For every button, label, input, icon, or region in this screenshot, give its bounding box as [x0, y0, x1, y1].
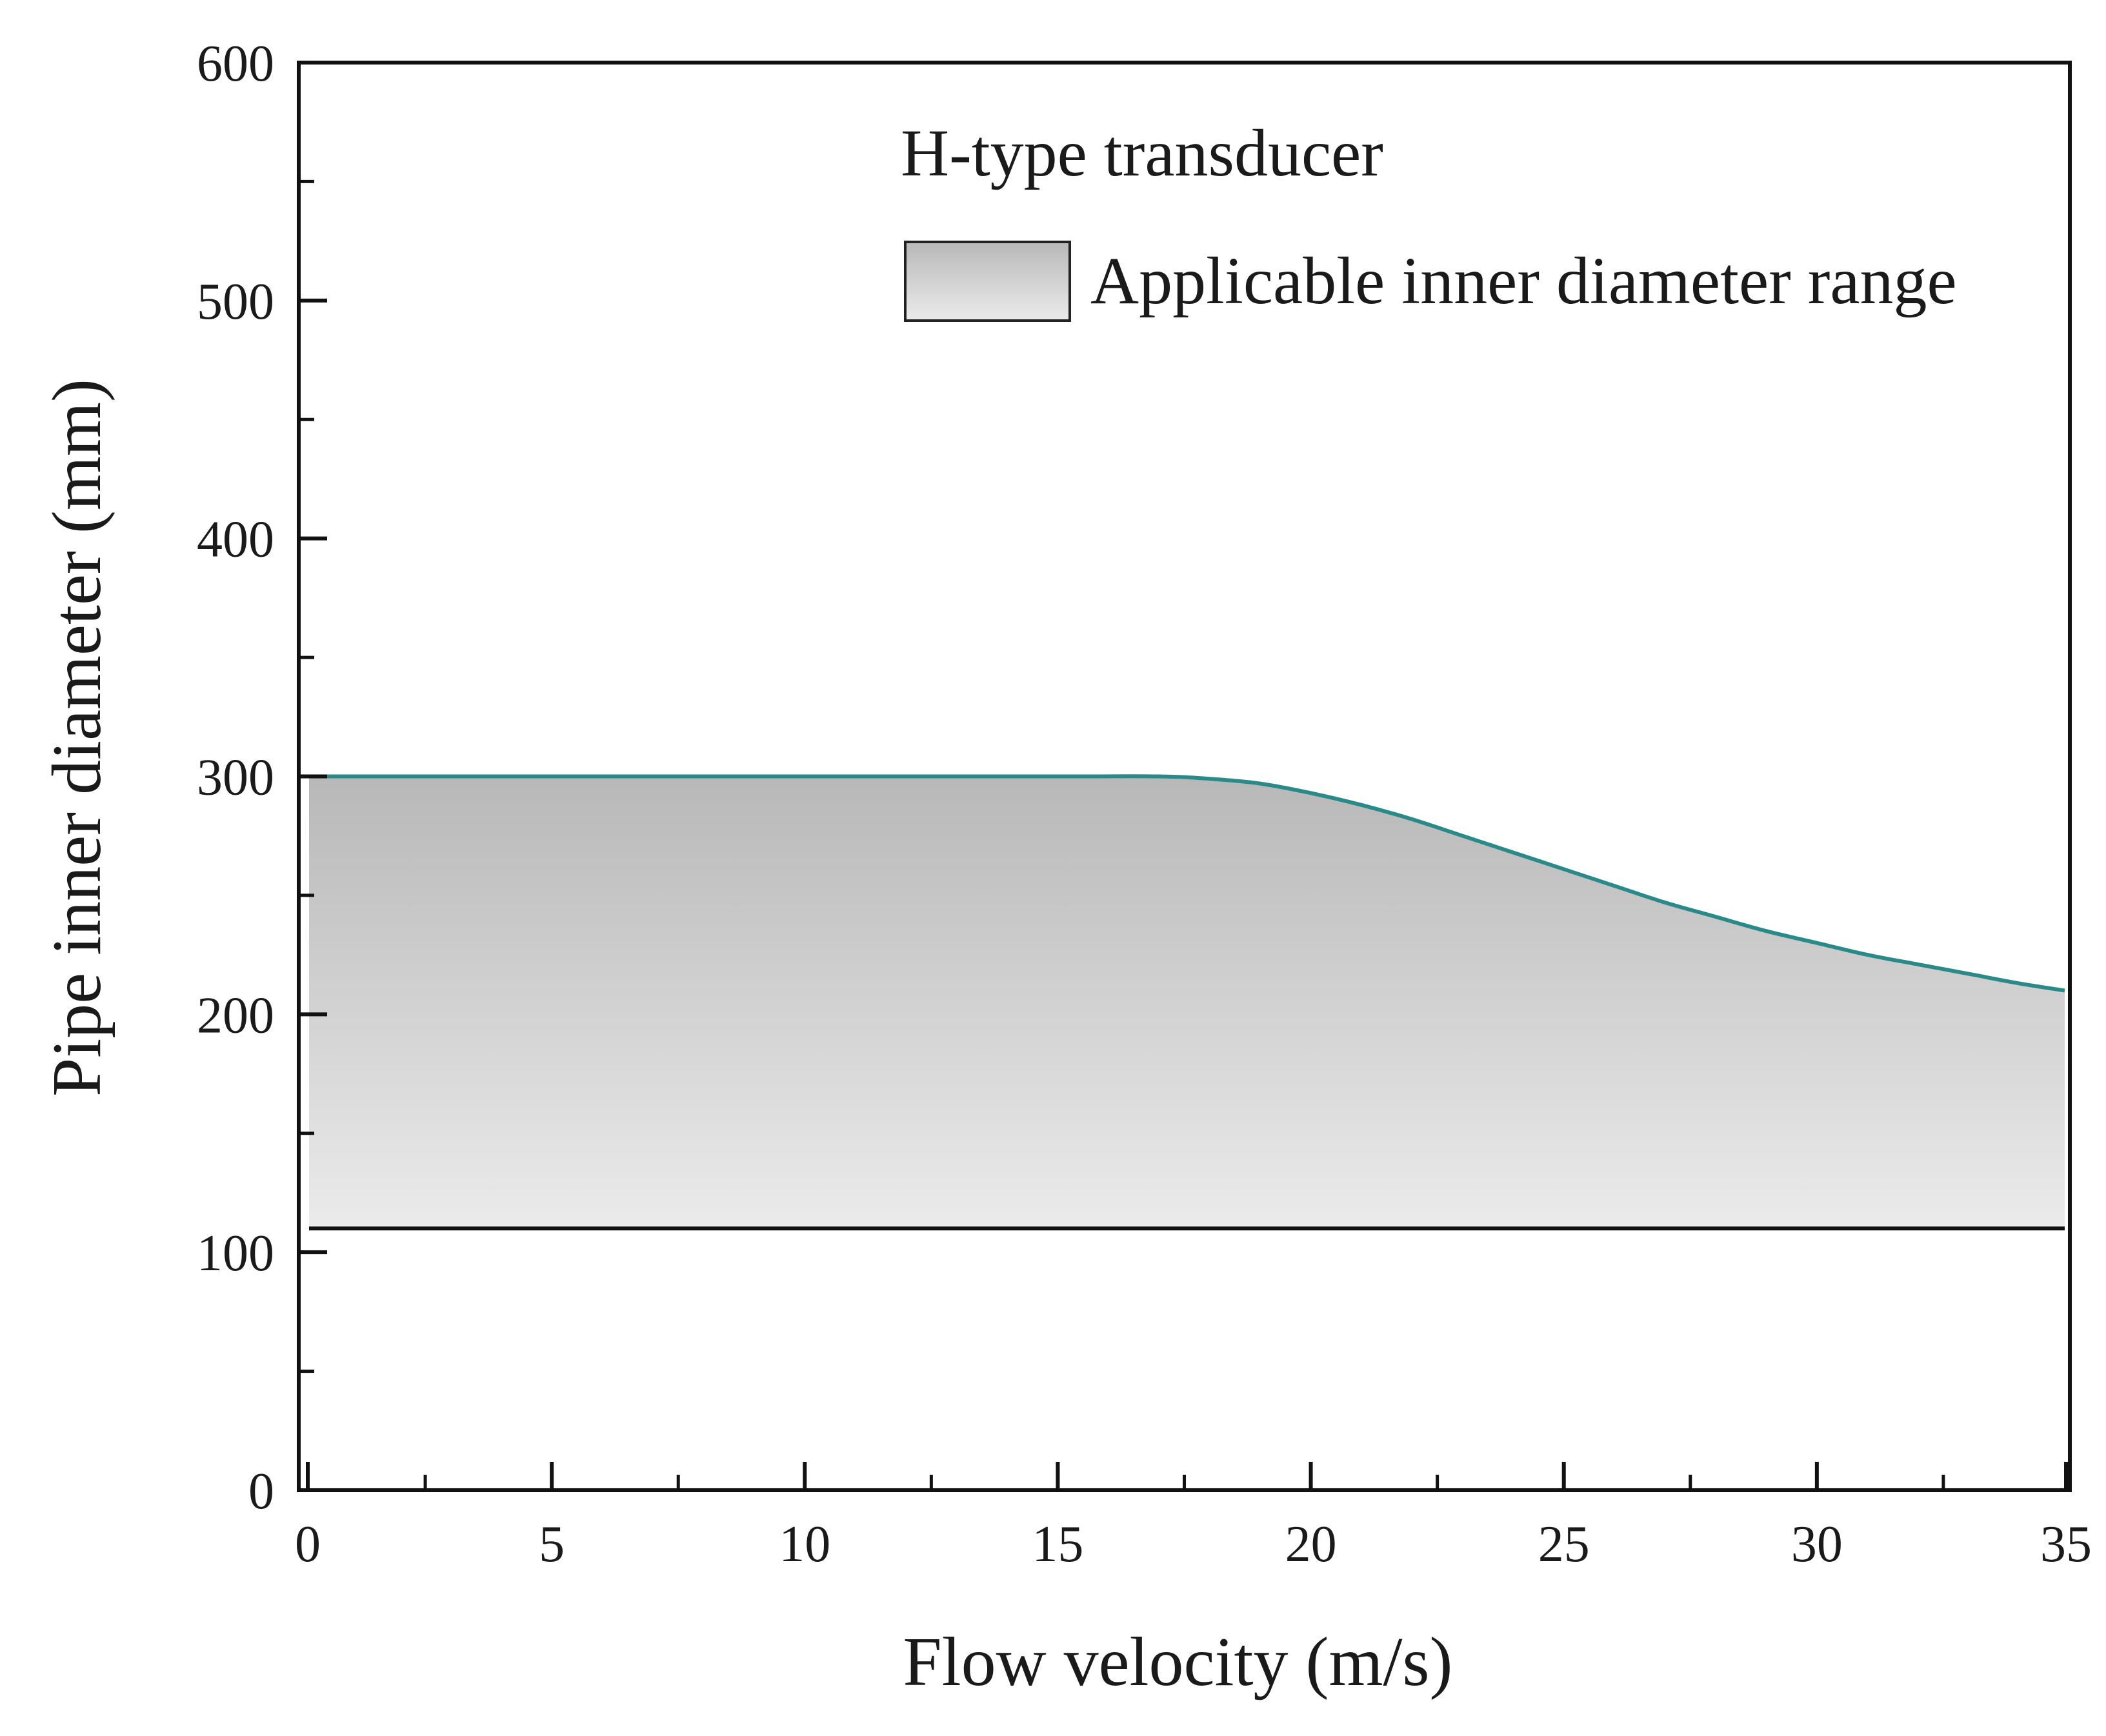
x-tick-label: 20 — [1285, 1516, 1337, 1573]
x-tick-label: 25 — [1538, 1516, 1590, 1573]
x-tick-label: 30 — [1791, 1516, 1843, 1573]
y-tick-label: 300 — [197, 750, 274, 806]
y-tick-label: 600 — [197, 35, 274, 92]
x-axis-title: Flow velocity (m/s) — [903, 1624, 1453, 1701]
x-tick-label: 5 — [539, 1516, 565, 1573]
y-tick-label: 400 — [197, 512, 274, 568]
x-tick-label: 0 — [295, 1516, 321, 1573]
upper-bound-line — [308, 774, 2065, 993]
y-tick-label: 100 — [197, 1225, 274, 1282]
y-axis-title: Pipe inner diameter (mm) — [39, 379, 115, 1097]
x-tick-label: 10 — [779, 1516, 830, 1573]
x-axis-ticks: 0 5 10 15 20 25 30 35 — [295, 1462, 2092, 1573]
y-tick-label: 0 — [248, 1463, 274, 1520]
x-tick-label: 35 — [2040, 1516, 2092, 1573]
x-tick-label: 15 — [1032, 1516, 1083, 1573]
legend-title: H-type transducer — [901, 116, 1383, 190]
legend: H-type transducer Applicable inner diame… — [901, 116, 1957, 322]
legend-swatch — [904, 241, 1071, 322]
y-axis-ticks: 0 100 200 300 400 500 600 — [197, 35, 327, 1520]
area-fill — [309, 776, 2065, 1229]
y-tick-label: 200 — [197, 987, 274, 1044]
y-tick-label: 500 — [197, 274, 274, 330]
legend-entry: Applicable inner diameter range — [1090, 244, 1957, 318]
